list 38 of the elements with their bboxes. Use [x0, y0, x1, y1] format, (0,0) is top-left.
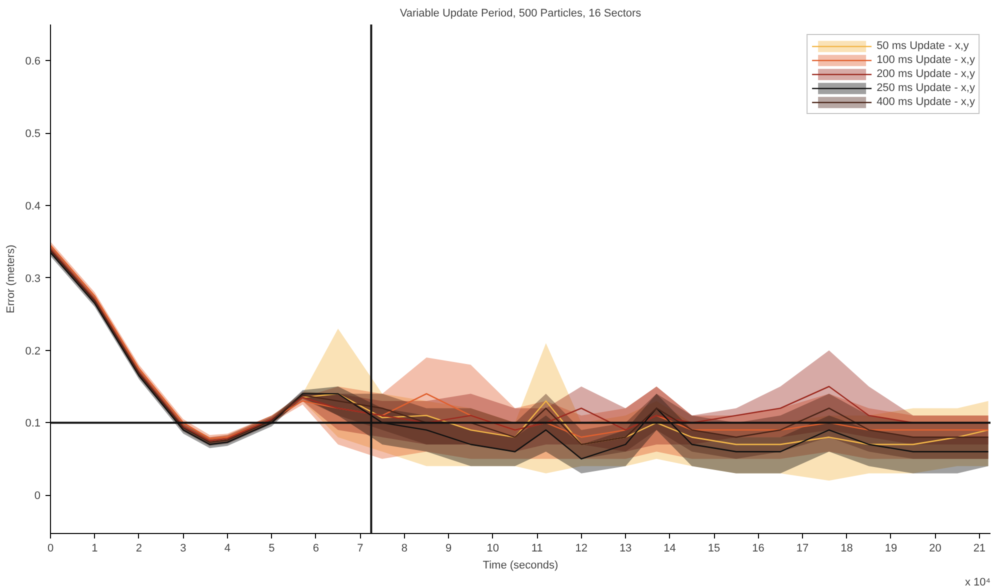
legend-label: 250 ms Update - x,y — [876, 81, 975, 95]
x-tick-label: 5 — [268, 542, 275, 554]
x-axis-title: Time (seconds) — [482, 560, 558, 572]
legend-label: 100 ms Update - x,y — [876, 53, 975, 67]
x-tick-label: 0 — [47, 542, 54, 554]
x-tick-label: 4 — [224, 542, 231, 554]
x-tick-label: 7 — [357, 542, 364, 554]
x-tick-label: 11 — [531, 542, 543, 554]
legend-label: 400 ms Update - x,y — [876, 95, 975, 109]
x-tick-label: 3 — [180, 542, 186, 554]
x-tick-label: 6 — [312, 542, 319, 554]
y-tick-label: 0.5 — [25, 128, 41, 140]
y-tick-label: 0 — [34, 490, 41, 502]
x-tick-label: 14 — [664, 542, 676, 554]
y-tick-label: 0.2 — [25, 345, 41, 358]
text: x 10⁴ — [964, 576, 991, 588]
chart-title: Variable Update Period, 500 Particles, 16 Sectors — [400, 8, 642, 20]
legend-label: 200 ms Update - x,y — [876, 67, 975, 81]
x-tick-label: 21 — [973, 542, 986, 554]
x-tick-label: 2 — [136, 542, 142, 554]
x-tick-label: 8 — [401, 542, 408, 554]
legend-label: 50 ms Update - x,y — [876, 39, 969, 53]
x-tick-label: 18 — [840, 542, 853, 554]
y-tick-label: 0.4 — [25, 200, 41, 213]
x-tick-label: 19 — [884, 542, 898, 554]
x-tick-label: 10 — [486, 542, 499, 554]
y-axis-title: Error (meters) — [5, 244, 18, 314]
x-tick-label: 1 — [92, 542, 98, 554]
y-tick-label: 0.6 — [25, 56, 41, 68]
x-tick-label: 13 — [619, 542, 632, 554]
x-tick-label: 9 — [446, 542, 452, 554]
x-tick-label: 16 — [752, 542, 764, 554]
y-tick-label: 0.1 — [25, 418, 41, 430]
x-tick-label: 20 — [929, 542, 942, 554]
x-tick-label: 12 — [575, 542, 588, 554]
x-tick-label: 17 — [796, 542, 809, 554]
y-tick-label: 0.3 — [25, 272, 41, 285]
x-tick-label: 15 — [708, 542, 720, 554]
